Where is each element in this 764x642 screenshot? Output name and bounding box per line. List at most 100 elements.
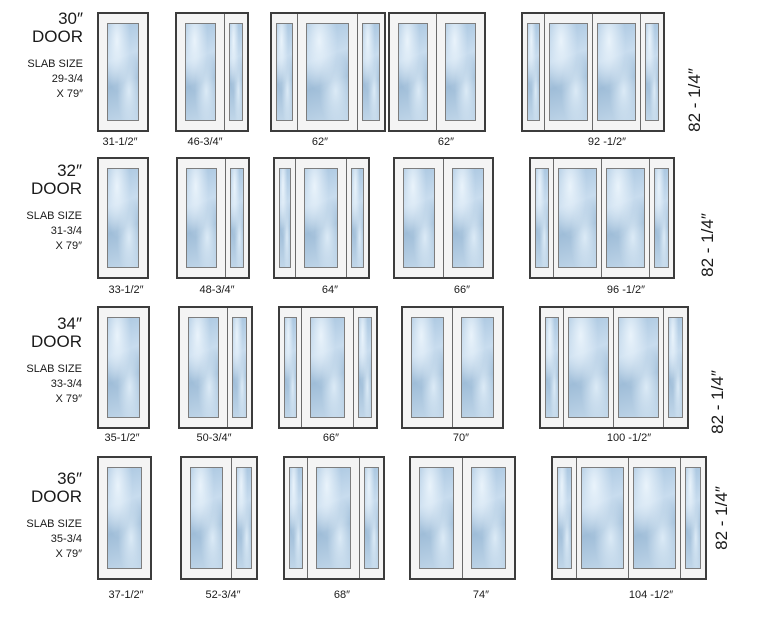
door-panel — [177, 14, 225, 130]
height-label: 82 - 1/4″ — [698, 213, 717, 277]
door-glass — [188, 317, 220, 418]
door-glass — [445, 23, 476, 121]
sidelite-panel — [628, 458, 681, 578]
door-glass — [419, 467, 454, 569]
sidelite-glass — [581, 467, 624, 569]
door-unit-double-door-two-sidelites — [521, 12, 665, 132]
door-unit-single — [97, 306, 150, 429]
width-label: 100 -1/2″ — [606, 432, 652, 444]
sidelite-panel — [358, 14, 384, 130]
slab-size-label: SLAB SIZE — [26, 210, 82, 222]
door-word-label: DOOR — [32, 27, 83, 46]
row-label: 36″ DOOR SLAB SIZE 35-3/4 X 79″ — [0, 470, 82, 562]
door-unit-double-door — [388, 12, 486, 132]
sidelite-panel — [680, 458, 705, 578]
slab-width-label: 31-3/4 — [50, 225, 82, 237]
sidelite-panel — [280, 308, 303, 427]
door-word-label: DOOR — [31, 487, 82, 506]
door-size-label: 30″ — [58, 9, 83, 28]
width-label: 33-1/2″ — [108, 284, 144, 296]
width-label: 92 -1/2″ — [587, 136, 627, 148]
door-glass — [107, 467, 142, 569]
slab-height-label: X 79″ — [55, 393, 82, 405]
door-unit-door-two-sidelites — [278, 306, 378, 429]
slab-size-label: SLAB SIZE — [27, 58, 83, 70]
width-label: 74″ — [472, 589, 490, 601]
sidelite-glass — [617, 317, 659, 418]
door-unit-double-door-two-sidelites — [539, 306, 689, 429]
sidelite-panel — [272, 14, 298, 130]
width-label: 50-3/4″ — [196, 432, 232, 444]
sidelite-panel — [228, 308, 251, 427]
door-unit-door-two-sidelites — [273, 157, 370, 279]
door-glass — [470, 467, 506, 569]
width-label: 48-3/4″ — [199, 284, 235, 296]
door-glass — [305, 23, 350, 121]
sidelite-glass — [350, 168, 364, 268]
door-panel — [99, 14, 147, 130]
door-glass — [304, 168, 338, 268]
door-unit-door-sidelite — [176, 157, 250, 279]
sidelite-glass — [605, 168, 646, 268]
door-glass — [398, 23, 428, 121]
door-glass — [186, 168, 217, 268]
width-label: 52-3/4″ — [205, 589, 241, 601]
width-label: 62″ — [311, 136, 329, 148]
door-panel — [403, 308, 453, 427]
slab-width-label: 35-3/4 — [50, 533, 82, 545]
door-glass — [107, 317, 140, 418]
sidelite-glass — [362, 23, 380, 121]
door-unit-door-two-sidelites — [270, 12, 386, 132]
door-word-label: DOOR — [31, 179, 82, 198]
sidelite-glass — [568, 317, 609, 418]
width-label: 70″ — [452, 432, 470, 444]
width-label: 46-3/4″ — [187, 136, 223, 148]
sidelite-glass — [535, 168, 549, 268]
sidelite-glass — [229, 168, 244, 268]
door-size-label: 32″ — [57, 161, 82, 180]
sidelite-glass — [557, 168, 597, 268]
door-glass — [460, 317, 494, 418]
door-glass — [190, 467, 224, 569]
door-glass — [403, 168, 435, 268]
door-panel — [99, 308, 148, 427]
height-label: 82 - 1/4″ — [708, 370, 727, 434]
sidelite-glass — [364, 467, 379, 569]
slab-size-label: SLAB SIZE — [26, 363, 82, 375]
sidelite-glass — [228, 23, 243, 121]
sidelite-panel — [663, 308, 687, 427]
door-unit-door-two-sidelites — [283, 456, 385, 580]
sidelite-panel — [592, 14, 641, 130]
width-label: 64″ — [321, 284, 339, 296]
sidelite-glass — [684, 467, 701, 569]
sidelite-panel — [613, 308, 664, 427]
sidelite-panel — [232, 458, 256, 578]
door-unit-double-door — [409, 456, 516, 580]
door-panel — [99, 458, 150, 578]
sidelite-glass — [545, 317, 560, 418]
sidelite-glass — [667, 317, 683, 418]
door-unit-single — [97, 456, 152, 580]
sidelite-panel — [650, 159, 673, 277]
door-glass — [185, 23, 216, 121]
door-unit-double-door-two-sidelites — [529, 157, 675, 279]
door-panel — [411, 458, 463, 578]
sidelite-panel — [577, 458, 629, 578]
slab-width-label: 33-3/4 — [50, 378, 82, 390]
sidelite-panel — [346, 159, 368, 277]
sidelite-glass — [289, 467, 303, 569]
door-panel — [182, 458, 233, 578]
sidelite-panel — [224, 14, 247, 130]
door-panel — [437, 14, 484, 130]
door-panel — [452, 308, 502, 427]
door-size-label: 34″ — [57, 314, 82, 333]
sidelite-panel — [640, 14, 663, 130]
sidelite-glass — [232, 317, 247, 418]
door-unit-door-sidelite — [180, 456, 258, 580]
door-panel — [296, 159, 347, 277]
row-label: 30″ DOOR SLAB SIZE 29-3/4 X 79″ — [0, 10, 83, 102]
door-unit-single — [97, 157, 149, 279]
sidelite-panel — [225, 159, 248, 277]
sidelite-panel — [285, 458, 308, 578]
